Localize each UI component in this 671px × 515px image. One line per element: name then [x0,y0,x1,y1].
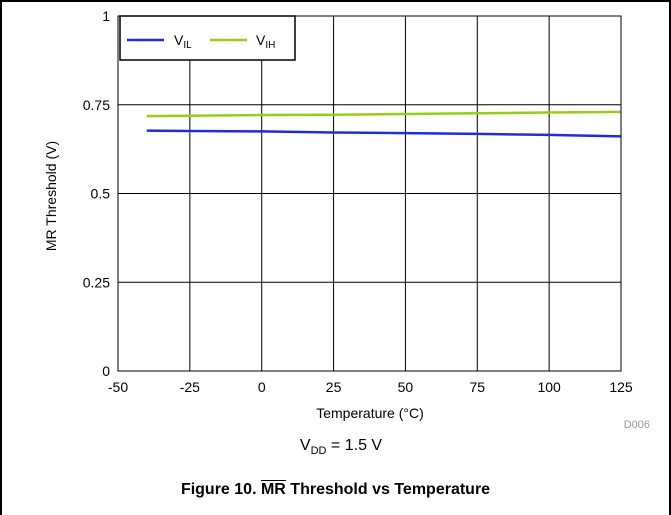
frame-top-border [0,0,671,2]
chart-series-layer [146,110,622,138]
caption-overline-mr: MR [260,481,286,498]
x-tick-label: 0 [258,379,266,395]
legend: VIL VIH [119,15,296,61]
x-axis-label: Temperature (°C) [316,405,424,421]
chart-grid [117,15,622,372]
frame-right-border [669,0,671,515]
x-tick-label: -25 [180,379,200,395]
series-line-vil [146,129,622,138]
frame-left-border [0,0,2,515]
y-tick-label: 1 [102,8,110,24]
x-tick-label: 50 [398,379,414,395]
y-tick-label: 0 [102,363,110,379]
chart-tick-labels: -50 -25 0 25 50 75 100 125 0 0.25 0.5 0.75 1 [83,8,633,395]
x-tick-label: -50 [108,379,128,395]
threshold-chart: -50 -25 0 25 50 75 100 125 0 0.25 0.5 0.75 1 MR Thre… [43,8,650,457]
x-tick-label: 25 [326,379,342,395]
figure-caption: Figure 10. MR Threshold vs Temperature [180,481,491,498]
x-tick-label: 75 [469,379,485,395]
legend-box [119,15,296,61]
y-tick-label: 0.25 [83,274,110,290]
y-tick-label: 0.5 [91,186,111,202]
x-tick-label: 125 [609,379,633,395]
figure-code-label: D006 [624,419,650,431]
plot-border [117,15,622,372]
series-line-vih [146,110,622,118]
x-tick-label: 100 [537,379,561,395]
y-tick-label: 0.75 [83,97,110,113]
vdd-condition: VDD = 1.5 V [300,437,382,457]
legend-label-vih: VIH [256,32,275,51]
y-axis-label: MR Threshold (V) [43,141,59,251]
legend-label-vil: VIL [174,32,192,51]
